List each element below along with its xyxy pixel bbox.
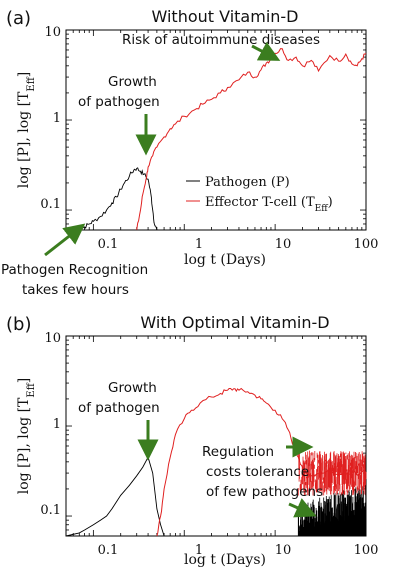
panel-b-ytick-1: 1 (53, 417, 61, 432)
panel-a-recognition-line2: takes few hours (22, 282, 129, 298)
panel-b-growth-line2: of pathogen (78, 400, 160, 416)
panel-b-xtick-1: 1 (195, 543, 203, 558)
panel-a-title: Without Vitamin-D (152, 7, 299, 26)
panel-a-xtick-0.1: 0.1 (98, 237, 119, 252)
panel-b-growth-line1: Growth (108, 380, 157, 396)
panel-b-ylabel: log [P], log [TEff] (16, 378, 37, 495)
panel-a-growth-line2: of pathogen (78, 94, 160, 110)
panel-b-title: With Optimal Vitamin-D (140, 313, 329, 332)
panel-a-xtick-1: 1 (195, 237, 203, 252)
panel-b-ytick-0.1: 0.1 (40, 503, 61, 518)
panel-a-label: (a) (6, 8, 31, 29)
panel-a-recognition-arrow (44, 223, 86, 257)
panel-b-label: (b) (6, 314, 31, 335)
panel-b: (b) With Optimal Vitamin-D 0.1 1 10 100 … (6, 313, 378, 567)
panel-b-pathogen-line (65, 456, 165, 537)
legend-teff-label: Effector T-cell (TEff) (205, 195, 333, 214)
panel-a-risk-arrow (251, 41, 281, 61)
panel-a-pathogen-line (66, 167, 158, 231)
panel-a-xlabel: log t (Days) (184, 252, 266, 268)
panel-a-ytick-10: 10 (44, 25, 61, 40)
panel-b-xtick-0.1: 0.1 (98, 543, 119, 558)
panel-b-xtick-10: 10 (275, 543, 292, 558)
panel-a-frame (65, 29, 367, 231)
panel-b-regulation-line1: Regulation (202, 444, 274, 460)
panel-a: (a) Without Vitamin-D 0.1 1 10 100 0.1 1… (1, 7, 378, 298)
panel-a-ytick-1: 1 (53, 111, 61, 126)
panel-a-risk-annotation: Risk of autoimmune diseases (122, 32, 320, 48)
panel-b-xlabel: log t (Days) (184, 552, 266, 567)
panel-b-regulation-line3: of few pathogens (206, 484, 323, 500)
panel-a-ylabel: log [P], log [TEff] (16, 72, 37, 189)
panel-b-regulation-line2: costs tolerance (206, 464, 309, 480)
panel-b-ytick-10: 10 (44, 331, 61, 346)
panel-b-regulation-arrow-2 (288, 498, 317, 518)
panel-a-xtick-100: 100 (354, 237, 379, 252)
panel-b-frame (65, 335, 367, 537)
panel-b-xtick-100: 100 (354, 543, 379, 558)
panel-a-ytick-0.1: 0.1 (40, 197, 61, 212)
panel-a-xtick-10: 10 (275, 237, 292, 252)
legend-pathogen-label: Pathogen (P) (205, 175, 290, 190)
panel-a-growth-line1: Growth (108, 74, 157, 90)
panel-a-recognition-line1: Pathogen Recognition (1, 262, 148, 278)
panel-a-legend: Pathogen (P) Effector T-cell (TEff) (186, 175, 333, 214)
